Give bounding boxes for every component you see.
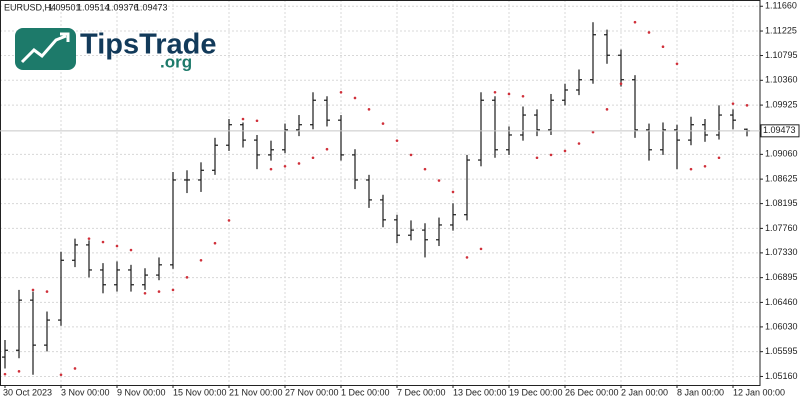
sar-dot: [717, 156, 721, 160]
sar-dot: [185, 276, 189, 279]
sar-dot: [605, 108, 609, 111]
y-tick-label: 1.06460: [765, 297, 798, 307]
sar-dot: [423, 167, 427, 171]
sar-dot: [675, 62, 679, 66]
sar-dot: [577, 142, 581, 145]
sar-dot: [213, 241, 217, 245]
sar-dot: [437, 179, 441, 182]
sar-dot: [73, 367, 77, 370]
sar-dot: [745, 104, 749, 107]
sar-dot: [143, 292, 147, 295]
y-tick-label: 1.05160: [765, 371, 798, 381]
x-tick-label: 12 Jan 00:00: [733, 387, 785, 397]
sar-dot: [493, 90, 497, 94]
sar-dot: [731, 102, 735, 105]
sar-dot: [409, 153, 413, 157]
sar-dot: [479, 247, 483, 251]
y-tick-label: 1.05595: [765, 346, 798, 356]
sar-dot: [703, 165, 707, 168]
y-tick-label: 1.11225: [765, 25, 797, 35]
sar-dot: [619, 82, 623, 86]
sar-dot: [241, 117, 245, 121]
y-tick-label: 1.10795: [765, 50, 798, 60]
sar-dot: [101, 240, 105, 244]
sar-dot: [451, 190, 455, 194]
sar-dot: [269, 167, 273, 171]
sar-dot: [115, 244, 119, 248]
x-tick-label: 13 Dec 00:00: [453, 387, 507, 397]
sar-dot: [661, 45, 665, 49]
y-tick-label: 1.06895: [765, 272, 798, 282]
chart-title: EURUSD,H4: [4, 2, 56, 12]
y-tick-label: 1.11660: [765, 1, 797, 11]
sar-dot: [521, 94, 525, 98]
sar-dot: [563, 149, 567, 153]
sar-dot: [59, 373, 63, 377]
x-tick-label: 7 Dec 00:00: [397, 387, 446, 397]
x-tick-label: 27 Nov 00:00: [285, 387, 339, 397]
y-tick-label: 1.07760: [765, 223, 798, 233]
x-tick-label: 15 Nov 00:00: [173, 387, 227, 397]
sar-dot: [689, 167, 693, 171]
sar-dot: [311, 156, 315, 160]
sar-dot: [171, 288, 175, 292]
logo-suffix: .org: [160, 52, 192, 71]
sar-dot: [129, 248, 133, 252]
sar-dot: [395, 139, 399, 142]
title-open: 1.09501: [48, 2, 81, 12]
x-tick-label: 3 Nov 00:00: [61, 387, 110, 397]
sar-dot: [283, 165, 287, 168]
current-price-box: [760, 124, 800, 138]
y-tick-label: 1.07330: [765, 247, 798, 257]
sar-dot: [87, 237, 91, 240]
logo-arrow-head: [60, 32, 70, 42]
x-tick-label: 21 Nov 00:00: [229, 387, 283, 397]
title-high: 1.09514: [77, 2, 110, 12]
sar-dot: [325, 147, 329, 151]
sar-dot: [3, 372, 7, 376]
y-tick-label: 1.09060: [765, 149, 798, 159]
x-tick-label: 9 Nov 00:00: [117, 387, 166, 397]
sar-dot: [507, 92, 511, 96]
sar-dot: [45, 290, 49, 293]
title-low: 1.09376: [106, 2, 139, 12]
sar-dot: [339, 90, 343, 94]
y-tick-label: 1.08195: [765, 198, 798, 208]
watermark: TipsTrade .org: [15, 28, 216, 71]
plot-border: [0, 0, 761, 386]
sar-dot: [157, 290, 161, 293]
sar-dot: [647, 31, 651, 34]
sar-dot: [381, 122, 385, 125]
y-tick-label: 1.10360: [765, 75, 798, 85]
sar-dot: [199, 258, 203, 262]
sar-dot: [353, 96, 357, 100]
y-tick-label: 1.08625: [765, 173, 798, 183]
title-close: 1.09473: [135, 2, 168, 12]
logo-name: TipsTrade: [80, 29, 216, 61]
sar-dot: [297, 162, 301, 165]
y-tick-label: 1.06030: [765, 321, 798, 331]
sar-dot: [17, 370, 21, 373]
logo-arrow: [20, 34, 67, 64]
y-tick-label: 1.09925: [765, 99, 798, 109]
x-tick-label: 19 Dec 00:00: [509, 387, 563, 397]
sar-dot: [535, 156, 539, 160]
x-tick-label: 2 Jan 00:00: [621, 387, 668, 397]
sar-dot: [549, 153, 553, 157]
sar-dot: [227, 219, 231, 222]
x-tick-label: 1 Dec 00:00: [341, 387, 390, 397]
sar-dot: [591, 130, 595, 134]
plot: [0, 0, 760, 385]
x-tick-label: 8 Jan 00:00: [677, 387, 724, 397]
x-tick-label: 30 Oct 2023: [3, 387, 52, 397]
current-price-label: 1.09473: [763, 125, 796, 135]
sar-dot: [255, 119, 259, 123]
sar-dot: [31, 288, 35, 292]
sar-dot: [465, 256, 469, 259]
sar-dot: [633, 20, 637, 24]
x-tick-label: 26 Dec 00:00: [565, 387, 619, 397]
sar-dot: [367, 108, 371, 111]
